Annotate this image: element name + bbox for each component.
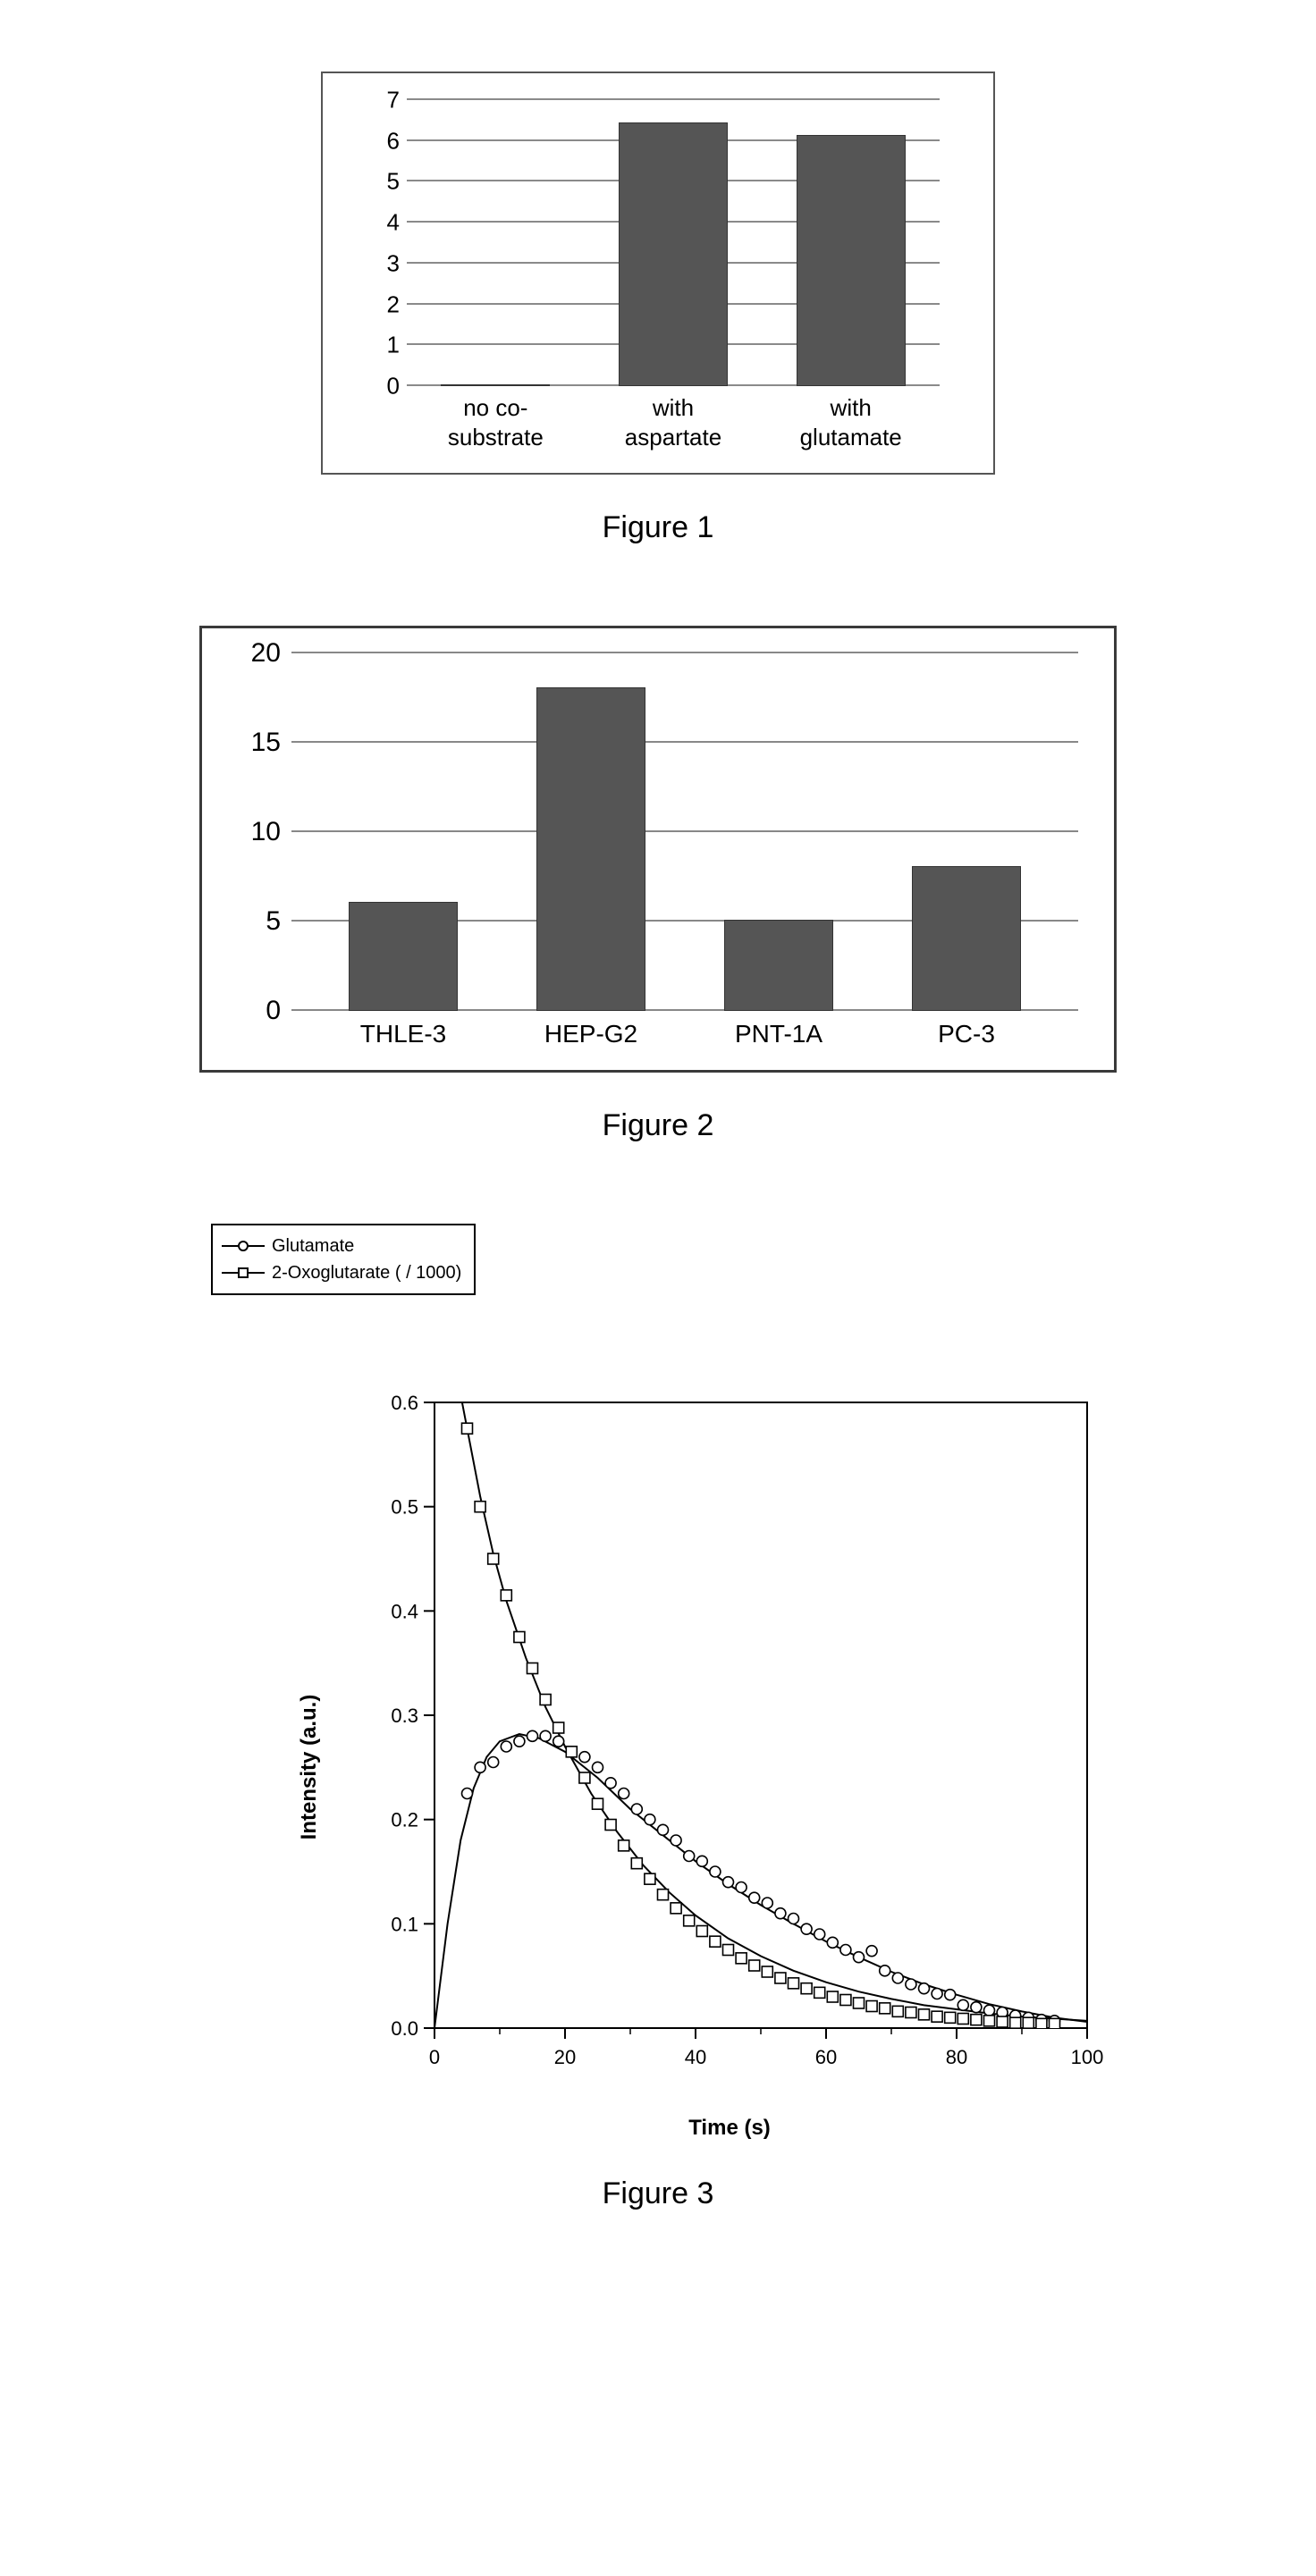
figure-2: 05101520 THLE-3HEP-G2PNT-1APC-3 Figure 2 (199, 626, 1117, 1224)
figure-2-y-tick-label: 10 (238, 817, 281, 847)
legend-row-glutamate: Glutamate (222, 1233, 461, 1259)
legend-marker-square-icon (222, 1267, 265, 1279)
legend-row-oxoglutarate: 2-Oxoglutarate ( / 1000) (222, 1259, 461, 1286)
figure-2-x-tick-label: HEP-G2 (497, 1020, 685, 1048)
figure-2-frame: 05101520 THLE-3HEP-G2PNT-1APC-3 (199, 626, 1117, 1073)
figure-2-bar (536, 687, 645, 1011)
figure-1-caption: Figure 1 (603, 510, 714, 545)
figure-1-y-tick-label: 7 (367, 87, 400, 114)
figure-1-y-tick-label: 4 (367, 209, 400, 237)
figure-3-x-tick-label: 0 (429, 2046, 440, 2068)
figure-1: 01234567 no co- substratewith aspartatew… (321, 72, 995, 626)
figure-3-x-tick-label: 60 (815, 2046, 837, 2068)
figure-2-y-tick-label: 20 (238, 638, 281, 669)
page: 01234567 no co- substratewith aspartatew… (0, 0, 1316, 2319)
legend-label-glutamate: Glutamate (272, 1233, 354, 1259)
legend-marker-circle-icon (222, 1240, 265, 1252)
figure-2-y-tick-label: 15 (238, 728, 281, 758)
figure-3-y-tick-label: 0.2 (391, 1809, 418, 1831)
figure-3-y-tick-label: 0.6 (391, 1393, 418, 1414)
figure-2-bar-slot (873, 653, 1060, 1011)
figure-1-x-tick-label: no co- substrate (407, 393, 585, 451)
figure-3-svg: 0 20 40 60 80 100 0.0 0.1 0.2 0.3 0.4 0.5 0.6 (354, 1393, 1105, 2091)
figure-2-bar (724, 920, 833, 1011)
figure-2-caption: Figure 2 (603, 1108, 714, 1143)
figure-1-frame: 01234567 no co- substratewith aspartatew… (321, 72, 995, 475)
figure-3-y-tick-label: 0.3 (391, 1705, 418, 1727)
figure-2-y-tick-label: 5 (238, 906, 281, 937)
figure-3-y-tick-label: 0.4 (391, 1600, 418, 1622)
figure-3-x-tick-label: 80 (946, 2046, 967, 2068)
figure-3-wrap: Glutamate 2-Oxoglutarate ( / 1000) Inten… (211, 1224, 1105, 2141)
figure-3-caption: Figure 3 (603, 2176, 714, 2211)
figure-3-y-tick-label: 0.5 (391, 1496, 418, 1519)
figure-1-y-tick-label: 6 (367, 127, 400, 155)
figure-2-x-labels: THLE-3HEP-G2PNT-1APC-3 (291, 1020, 1078, 1048)
figure-2-y-tick-label: 0 (238, 996, 281, 1026)
figure-3-x-tick-label: 40 (685, 2046, 706, 2068)
figure-2-bar (349, 902, 458, 1011)
figure-1-y-tick-label: 5 (367, 168, 400, 196)
figure-2-bar (912, 866, 1021, 1011)
figure-2-plot-area: 05101520 (291, 653, 1078, 1011)
figure-1-bar-slot (585, 100, 763, 386)
figure-1-bar (797, 135, 906, 386)
figure-2-bar-slot (685, 653, 873, 1011)
figure-1-y-tick-label: 1 (367, 332, 400, 359)
figure-2-chart: 05101520 THLE-3HEP-G2PNT-1APC-3 (238, 653, 1078, 1048)
figure-1-x-labels: no co- substratewith aspartatewith gluta… (407, 393, 940, 451)
figure-1-y-tick-label: 3 (367, 249, 400, 277)
figure-1-y-tick-label: 2 (367, 290, 400, 318)
figure-1-bar (619, 122, 728, 386)
figure-2-bars (291, 653, 1078, 1011)
figure-3-x-tick-label: 20 (554, 2046, 576, 2068)
figure-3-x-axis-title: Time (s) (354, 2116, 1105, 2141)
figure-3-chart: Intensity (a.u.) 0204060801000.00.10.20.… (354, 1393, 1105, 2141)
figure-3: Glutamate 2-Oxoglutarate ( / 1000) Inten… (211, 1224, 1105, 2211)
figure-1-x-tick-label: with aspartate (585, 393, 763, 451)
figure-1-plot-area: 01234567 (407, 100, 940, 386)
figure-1-chart: 01234567 no co- substratewith aspartatew… (367, 100, 940, 451)
figure-1-bar-slot (407, 100, 585, 386)
figure-3-legend: Glutamate 2-Oxoglutarate ( / 1000) (211, 1224, 476, 1295)
figure-3-y-tick-label: 0.1 (391, 1913, 418, 1935)
figure-3-y-axis-title: Intensity (a.u.) (297, 1695, 322, 1840)
figure-1-y-tick-label: 0 (367, 373, 400, 400)
legend-label-oxoglutarate: 2-Oxoglutarate ( / 1000) (272, 1259, 461, 1286)
figure-1-bar-slot (762, 100, 940, 386)
figure-2-x-tick-label: THLE-3 (309, 1020, 497, 1048)
figure-2-bar-slot (309, 653, 497, 1011)
figure-2-x-tick-label: PC-3 (873, 1020, 1060, 1048)
figure-1-x-tick-label: with glutamate (762, 393, 940, 451)
figure-3-y-tick-label: 0.0 (391, 2017, 418, 2040)
figure-1-bars (407, 100, 940, 386)
figure-1-bar (441, 384, 550, 386)
figure-2-x-tick-label: PNT-1A (685, 1020, 873, 1048)
figure-3-x-tick-label: 100 (1071, 2046, 1104, 2068)
figure-2-bar-slot (497, 653, 685, 1011)
